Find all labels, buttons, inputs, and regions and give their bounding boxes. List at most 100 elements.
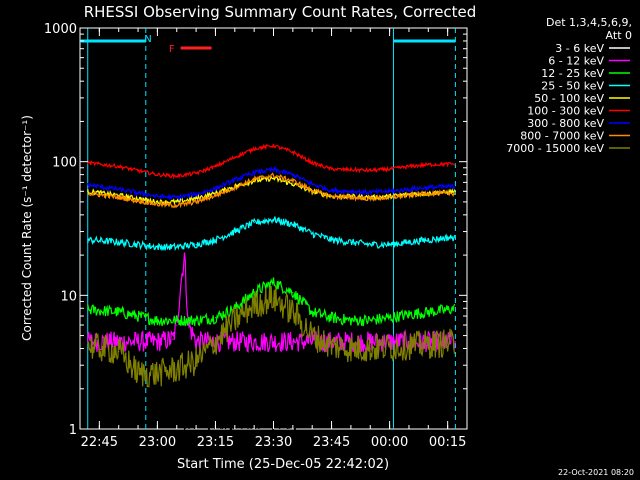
data-point xyxy=(447,186,449,188)
data-point xyxy=(454,163,456,165)
data-point xyxy=(156,195,158,197)
data-point xyxy=(156,174,158,176)
y-axis-label: Corrected Count Rate (s⁻¹ detector⁻¹) xyxy=(20,115,34,341)
data-point xyxy=(214,187,217,190)
data-point xyxy=(156,201,158,203)
data-point xyxy=(272,169,275,171)
data-point xyxy=(292,174,294,176)
y-tick-label: 1 xyxy=(69,423,77,438)
flag-bars: NF xyxy=(80,34,456,55)
series-8 xyxy=(87,286,456,388)
data-point xyxy=(137,372,139,375)
data-point xyxy=(454,307,456,309)
x-tick-label: 23:45 xyxy=(313,435,350,450)
data-point xyxy=(172,338,174,340)
data-point xyxy=(350,190,352,192)
data-point xyxy=(296,417,298,420)
data-point xyxy=(118,241,120,243)
data-point xyxy=(234,230,236,233)
data-point xyxy=(447,309,449,311)
data-point xyxy=(176,368,178,370)
data-point xyxy=(408,313,410,316)
x-tick-label: 00:15 xyxy=(429,435,466,450)
series-1 xyxy=(87,252,456,353)
data-point xyxy=(408,241,410,243)
series-line xyxy=(87,165,456,202)
data-point xyxy=(210,408,213,411)
data-point xyxy=(195,243,197,246)
data-point xyxy=(408,194,410,196)
data-point xyxy=(118,194,120,196)
legend-label: 7000 - 15000 keV xyxy=(506,142,604,155)
data-point xyxy=(234,341,236,343)
data-point xyxy=(447,163,449,165)
data-point xyxy=(195,197,197,200)
legend-label: 3 - 6 keV xyxy=(555,42,604,55)
legend-header-line-2: Att 0 xyxy=(606,29,632,42)
data-point xyxy=(118,188,120,191)
y-tick-label: 1000 xyxy=(44,22,77,37)
x-tick-label: 22:45 xyxy=(81,435,118,450)
data-point xyxy=(311,183,313,185)
data-point xyxy=(180,284,182,286)
data-point xyxy=(241,388,244,390)
data-point xyxy=(311,162,313,164)
data-point xyxy=(280,368,282,370)
series-7 xyxy=(87,172,456,209)
data-point xyxy=(253,148,255,150)
data-point xyxy=(389,168,391,170)
data-point xyxy=(257,404,259,407)
data-point xyxy=(272,297,275,299)
data-point xyxy=(87,190,89,192)
y-tick-label: 10 xyxy=(60,289,77,304)
flag-label-f: F xyxy=(169,44,175,55)
data-point xyxy=(183,428,186,430)
legend-label: 25 - 50 keV xyxy=(541,80,604,93)
data-point xyxy=(234,186,236,189)
data-point xyxy=(249,417,251,420)
data-point xyxy=(454,237,456,239)
data-point xyxy=(87,239,89,241)
data-point xyxy=(176,204,178,207)
data-point xyxy=(214,317,217,319)
data-point xyxy=(195,201,197,203)
data-point xyxy=(311,189,313,191)
data-point xyxy=(176,196,178,199)
data-point xyxy=(87,162,89,164)
data-point xyxy=(226,413,228,415)
data-point xyxy=(350,319,352,321)
data-point xyxy=(389,190,391,192)
data-point xyxy=(214,341,217,343)
data-point xyxy=(183,254,186,256)
x-axis: 22:45 23:00 23:15 23:30 23:45 00:00 00:15 xyxy=(79,28,468,450)
data-point xyxy=(87,184,89,186)
data-point xyxy=(292,291,294,294)
series-line xyxy=(87,252,456,353)
data-point xyxy=(311,341,313,343)
series-6 xyxy=(87,165,456,202)
data-point xyxy=(214,194,217,196)
data-point xyxy=(350,241,352,243)
data-point xyxy=(454,190,456,192)
legend-label: 300 - 800 keV xyxy=(527,117,604,130)
data-point xyxy=(369,319,371,321)
series-0 xyxy=(183,333,298,430)
legend-label: 50 - 100 keV xyxy=(534,92,604,105)
data-point xyxy=(195,319,197,321)
data-point xyxy=(176,319,178,321)
data-point xyxy=(330,317,333,319)
data-point xyxy=(427,239,429,241)
data-point xyxy=(156,319,158,321)
data-point xyxy=(253,171,255,174)
data-point xyxy=(87,309,89,311)
data-point xyxy=(272,174,275,176)
x-tick-label: 23:00 xyxy=(139,435,176,450)
data-point xyxy=(389,346,391,348)
data-point xyxy=(408,345,410,347)
data-point xyxy=(118,350,120,353)
legend-label: 100 - 300 keV xyxy=(527,105,604,118)
series-line xyxy=(87,172,456,209)
legend-header-line-1: Det 1,3,4,5,6,9, xyxy=(546,16,632,29)
data-point xyxy=(87,192,89,194)
